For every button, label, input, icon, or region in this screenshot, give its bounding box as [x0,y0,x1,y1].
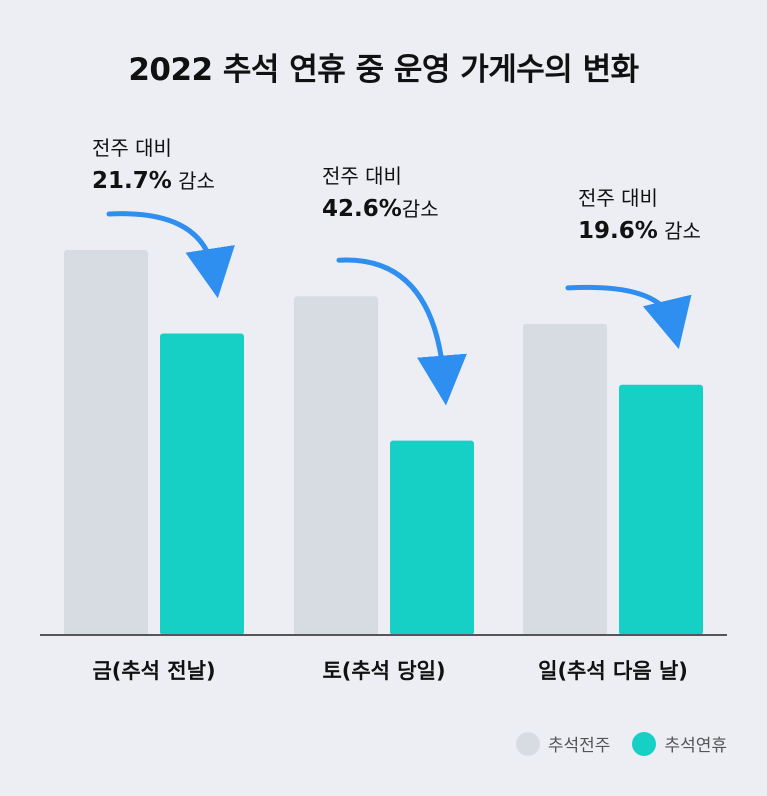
bar-prev-week-1 [64,250,148,635]
legend-label: 추석전주 [548,731,611,756]
annotation-pct: 19.6% [578,218,658,244]
annotation-1: 전주 대비 21.7% 감소 [92,132,215,198]
legend-swatch-prev-week [516,732,540,756]
annotation-label: 전주 대비 [322,160,439,193]
legend: 추석전주 추석연휴 [494,731,727,756]
decrease-arrow-3 [568,287,673,324]
legend-item-prev-week: 추석전주 [516,731,611,756]
legend-label: 추석연휴 [664,731,727,756]
annotation-label: 전주 대비 [578,182,701,215]
annotation-pct: 42.6% [322,196,402,222]
bar-prev-week-3 [523,324,607,635]
x-tick-label-2: 토(추석 당일) [264,655,504,685]
annotation-label: 전주 대비 [92,132,215,165]
annotation-3: 전주 대비 19.6% 감소 [578,182,701,248]
x-tick-label-1: 금(추석 전날) [34,655,274,685]
legend-item-holiday: 추석연휴 [632,731,727,756]
annotation-pct: 21.7% [92,168,172,194]
annotation-suffix: 감소 [402,197,439,221]
bar-holiday-1 [160,334,244,635]
bar-holiday-3 [619,385,703,635]
bar-prev-week-2 [294,296,378,635]
bar-holiday-2 [390,441,474,635]
annotation-2: 전주 대비 42.6%감소 [322,160,439,226]
annotation-suffix: 감소 [172,169,215,193]
x-tick-label-3: 일(추석 다음 날) [493,655,733,685]
legend-swatch-holiday [632,732,656,756]
annotation-suffix: 감소 [658,219,701,243]
